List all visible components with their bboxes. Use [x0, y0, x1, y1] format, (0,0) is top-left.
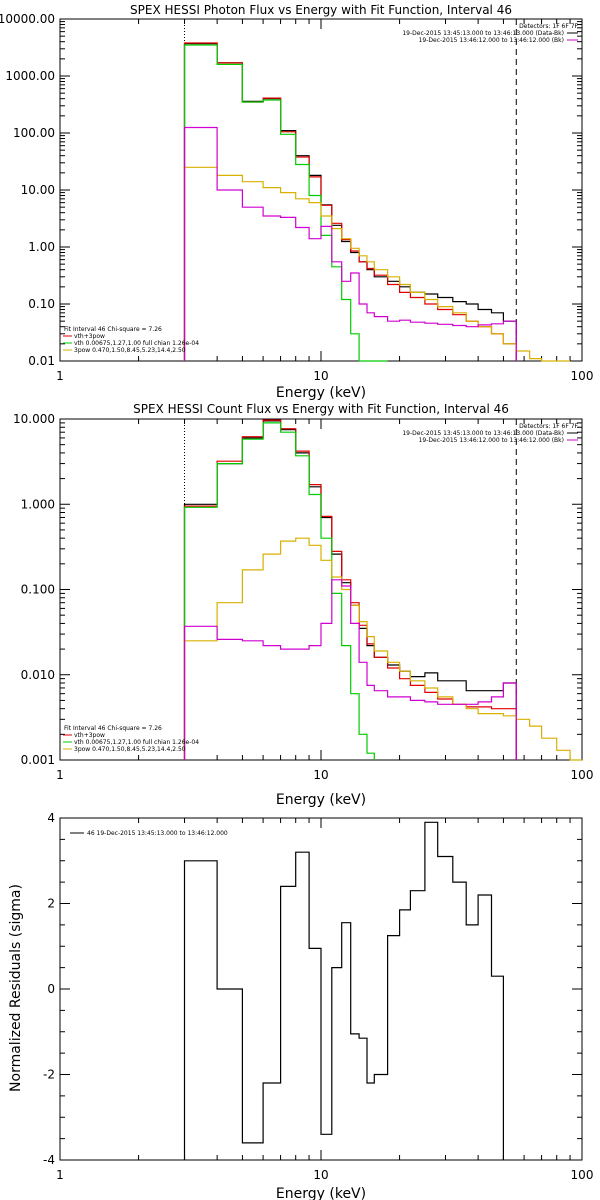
x-tick-label: 1: [56, 768, 64, 782]
residuals-xlabel: Energy (keV): [276, 1186, 366, 1200]
y-tick-label: 100.00: [13, 126, 55, 140]
legend-entry: 3pow 0.470,1.50,8.45,5.23,14.4,2.50: [74, 347, 186, 354]
x-tick-label: 1: [56, 1168, 64, 1182]
y-tick-label: 4: [47, 811, 55, 825]
x-tick-label: 10: [313, 1168, 328, 1182]
legend-entry: vth 0.00675,1.27,1.00 full chian 1.26e-0…: [74, 739, 199, 746]
legend-entry: 3pow 0.470,1.50,8.45,5.23,14.4,2.50: [74, 746, 186, 753]
legend-entry: Detectors: 1F 6F 7F: [519, 23, 578, 30]
y-tick-label: 0.01: [28, 354, 55, 368]
photon-flux-xlabel: Energy (keV): [276, 385, 366, 401]
y-tick-label: 0.10: [28, 297, 55, 311]
y-tick-label: 0.100: [21, 583, 55, 597]
legend-entry: Fit Interval 46 Chi-square = 7.26: [64, 326, 162, 333]
count-flux-panel: SPEX HESSI Count Flux vs Energy with Fit…: [13, 402, 593, 808]
legend-entry: vth+3pow: [74, 732, 105, 739]
series-line-4: [183, 126, 517, 361]
x-tick-label: 10: [313, 768, 328, 782]
series-line-3: [183, 166, 571, 362]
y-tick-label: 0.001: [21, 753, 55, 767]
legend-entry: vth 0.00675,1.27,1.00 full chian 1.26e-0…: [74, 340, 199, 347]
y-tick-label: -2: [43, 1068, 55, 1082]
residuals-panel: Energy (keV) Normalized Residuals (sigma…: [8, 811, 593, 1200]
series-line-4: [183, 579, 517, 760]
series-line-2: [183, 422, 375, 760]
legend-entry: 19-Dec-2015 13:46:12.000 to 13:46:12.000…: [419, 437, 564, 444]
series-line-0: [183, 821, 504, 1160]
x-tick-label: 10: [313, 369, 328, 383]
y-tick-label: 10.000: [13, 412, 55, 426]
y-tick-label: 2: [47, 897, 55, 911]
y-tick-label: 10000.00: [0, 12, 55, 26]
legend-entry: 19-Dec-2015 13:46:12.000 to 13:46:12.000…: [419, 37, 564, 44]
legend-entry: Fit Interval 46 Chi-square = 7.26: [64, 725, 162, 732]
count-flux-title: SPEX HESSI Count Flux vs Energy with Fit…: [133, 402, 509, 416]
legend-entry: 46 19-Dec-2015 13:45:13.000 to 13:46:12.…: [87, 830, 228, 837]
y-tick-label: 10.00: [21, 183, 55, 197]
x-tick-label: 100: [571, 1168, 594, 1182]
legend-entry: 19-Dec-2015 13:45:13.000 to 13:46:13.000…: [402, 30, 564, 37]
photon-flux-title: SPEX HESSI Photon Flux vs Energy with Fi…: [130, 3, 512, 17]
series-line-2: [183, 44, 388, 362]
photon-flux-panel: SPEX HESSI Photon Flux vs Energy with Fi…: [0, 3, 593, 401]
count-flux-xlabel: Energy (keV): [276, 792, 366, 808]
residuals-ylabel: Normalized Residuals (sigma): [8, 884, 24, 1092]
y-tick-label: 0.010: [21, 668, 55, 682]
legend-entry: Detectors: 1F 6F 7F: [519, 423, 578, 430]
series-line-3: [183, 537, 582, 761]
legend-entry: vth+3pow: [74, 333, 105, 340]
y-tick-label: 0: [47, 982, 55, 996]
y-tick-label: -4: [43, 1153, 55, 1167]
x-tick-label: 100: [571, 369, 594, 383]
x-tick-label: 1: [56, 369, 64, 383]
x-tick-label: 100: [571, 768, 594, 782]
y-tick-label: 1.00: [28, 240, 55, 254]
y-tick-label: 1000.00: [5, 69, 55, 83]
y-tick-label: 1.000: [21, 497, 55, 511]
legend-entry: 19-Dec-2015 13:45:13.000 to 13:46:13.000…: [402, 430, 564, 437]
